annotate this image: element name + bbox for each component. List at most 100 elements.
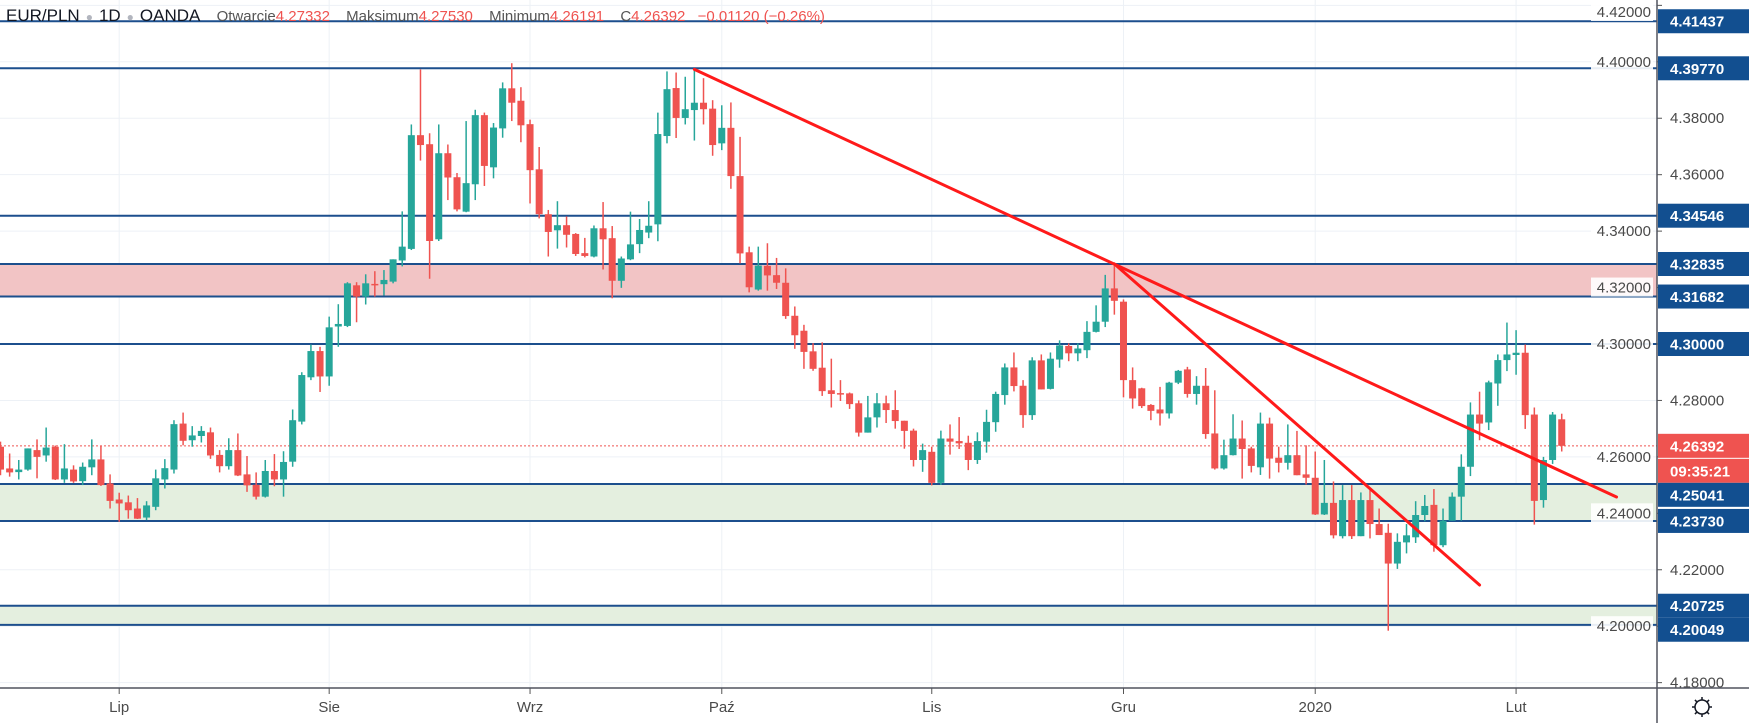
candle-body-down (1010, 367, 1018, 387)
trendline[interactable] (692, 67, 1619, 499)
candle (444, 144, 452, 201)
candle-body-down (599, 228, 607, 240)
candle (1156, 386, 1164, 426)
candle-body-down (1183, 369, 1191, 394)
level-price-label: 4.34546 (1658, 203, 1749, 228)
candle (1183, 366, 1191, 398)
y-tick-label: 4.34000 (1597, 223, 1651, 240)
candle (1165, 381, 1173, 419)
candle (1138, 387, 1146, 409)
candle (1549, 412, 1557, 464)
open-value: 4.27332 (275, 8, 330, 25)
candle (70, 465, 78, 483)
candle-body-down (416, 135, 424, 146)
gear-circle (1694, 699, 1710, 715)
candle-body-up (462, 183, 470, 212)
candle (1284, 424, 1292, 470)
candle-body-up (1549, 414, 1557, 460)
candle-body-down (846, 393, 854, 405)
candle (435, 124, 443, 241)
candle (42, 427, 50, 462)
symbol-name[interactable]: EUR/PLN (6, 6, 80, 25)
candle (453, 172, 461, 212)
interval[interactable]: 1D (98, 6, 121, 25)
candle-body-down (773, 275, 781, 283)
candle-body-up (1256, 423, 1264, 468)
candle (672, 72, 680, 138)
candle (1457, 454, 1465, 521)
candle (727, 102, 735, 189)
candle-body-down (1266, 423, 1274, 459)
y-tick-label: 4.22000 (1670, 562, 1724, 579)
candle-body-up (1174, 370, 1182, 383)
candle-body-down (1138, 388, 1146, 407)
level-price-label: 4.20049 (1658, 617, 1749, 642)
candle-body-down (1366, 500, 1374, 525)
y-tick-label: 4.18000 (1670, 675, 1724, 692)
candle (882, 395, 890, 424)
candle-body-up (1512, 352, 1520, 356)
candle-body-down (836, 393, 844, 395)
candle-body-up (152, 478, 160, 507)
candle-body-down (800, 330, 808, 352)
candle (590, 225, 598, 258)
bar-countdown-label: 09:35:21 (1670, 463, 1730, 480)
candle-body-up (718, 127, 726, 144)
settings-gear-icon[interactable] (1692, 697, 1712, 717)
candle (709, 100, 717, 156)
candle-body-up (1494, 360, 1502, 384)
candle (891, 390, 899, 429)
candle (243, 456, 251, 492)
close-value: 4.26392 (631, 8, 686, 25)
candle-body-down (727, 127, 735, 177)
level-label-text: 4.30000 (1670, 337, 1724, 354)
countdown-box (1658, 458, 1749, 483)
candle-body-up (1448, 496, 1456, 521)
candle-body-down (946, 438, 954, 442)
candle (1311, 451, 1319, 516)
candle-body-up (398, 246, 406, 261)
candle (24, 448, 32, 471)
candle (983, 409, 991, 453)
candle (1320, 459, 1328, 516)
candle (51, 445, 59, 481)
trendline[interactable] (1112, 262, 1482, 587)
candle (152, 469, 160, 511)
candle (654, 112, 662, 242)
candle (1384, 523, 1392, 631)
candle-body-up (170, 424, 178, 470)
trendlines[interactable] (692, 67, 1619, 587)
candle (33, 439, 41, 479)
candle-body-down (316, 351, 324, 377)
candle-body-up (1046, 358, 1054, 389)
level-label-box (1658, 332, 1749, 356)
candle-body-down (1238, 438, 1246, 449)
candle-body-down (608, 238, 616, 281)
candle-body-down (818, 367, 826, 392)
y-tick-label: 4.24000 (1597, 505, 1651, 522)
candle (955, 417, 963, 449)
candle (736, 136, 744, 264)
candle-body-up (197, 430, 205, 436)
level-label-box (1658, 593, 1749, 618)
candle (1056, 340, 1064, 368)
candle (1329, 481, 1337, 539)
candle (1220, 439, 1228, 470)
candle-body-down (572, 233, 580, 254)
candle (526, 119, 534, 204)
y-tick-label: 4.42000 (1597, 4, 1651, 21)
candle (289, 409, 297, 467)
candle (919, 443, 927, 472)
candle-body-down (882, 403, 890, 411)
candle (334, 304, 342, 347)
candle (170, 420, 178, 474)
candle-body-up (88, 459, 96, 468)
candle (626, 211, 634, 261)
candle (88, 439, 96, 476)
candle-body-up (490, 127, 498, 168)
x-tick-label: Lut (1506, 699, 1528, 716)
candle (818, 342, 826, 396)
candle (1092, 305, 1100, 333)
